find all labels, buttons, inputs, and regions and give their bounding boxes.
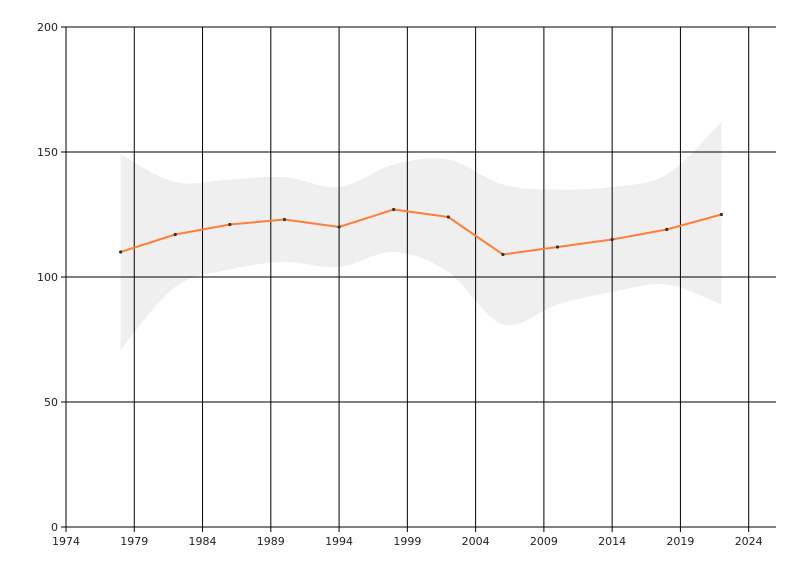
x-tick-label-1984: 1984 [189, 535, 217, 548]
data-point-1978 [119, 250, 123, 254]
x-tick-label-1999: 1999 [393, 535, 421, 548]
x-tick-label-2019: 2019 [666, 535, 694, 548]
x-tick-label-1989: 1989 [257, 535, 285, 548]
axis-layer [65, 27, 776, 528]
x-tick-label-1974: 1974 [52, 535, 80, 548]
x-tick-label-1994: 1994 [325, 535, 353, 548]
y-tick-label-50: 50 [44, 396, 58, 409]
tick-label-layer: 1974 1979 1984 1989 1994 1999 2004 2009 2014 2019… [37, 21, 763, 548]
data-point-1990 [282, 217, 287, 222]
x-tick-label-2014: 2014 [598, 535, 626, 548]
data-point-2002 [446, 215, 450, 219]
data-point-2006 [501, 252, 505, 257]
data-point-2022 [719, 212, 723, 217]
data-point-1994 [337, 225, 341, 229]
series-line-0 [120, 208, 722, 256]
x-tick-label-2009: 2009 [530, 535, 558, 548]
x-tick-label-2024: 2024 [735, 535, 763, 548]
y-tick-label-150: 150 [37, 146, 58, 159]
data-point-1986 [228, 222, 232, 227]
grid-layer [61, 26, 776, 532]
x-tick-label-1979: 1979 [120, 535, 148, 548]
x-tick-label-2004: 2004 [462, 535, 490, 548]
y-tick-label-200: 200 [37, 21, 58, 34]
series-layer [119, 207, 723, 257]
data-point-1982 [173, 232, 177, 237]
data-point-2010 [555, 245, 560, 249]
data-point-1998 [392, 207, 396, 212]
data-point-2018 [665, 227, 669, 232]
data-point-2014 [610, 237, 614, 242]
y-tick-label-0: 0 [51, 521, 58, 534]
y-tick-label-100: 100 [37, 271, 58, 284]
